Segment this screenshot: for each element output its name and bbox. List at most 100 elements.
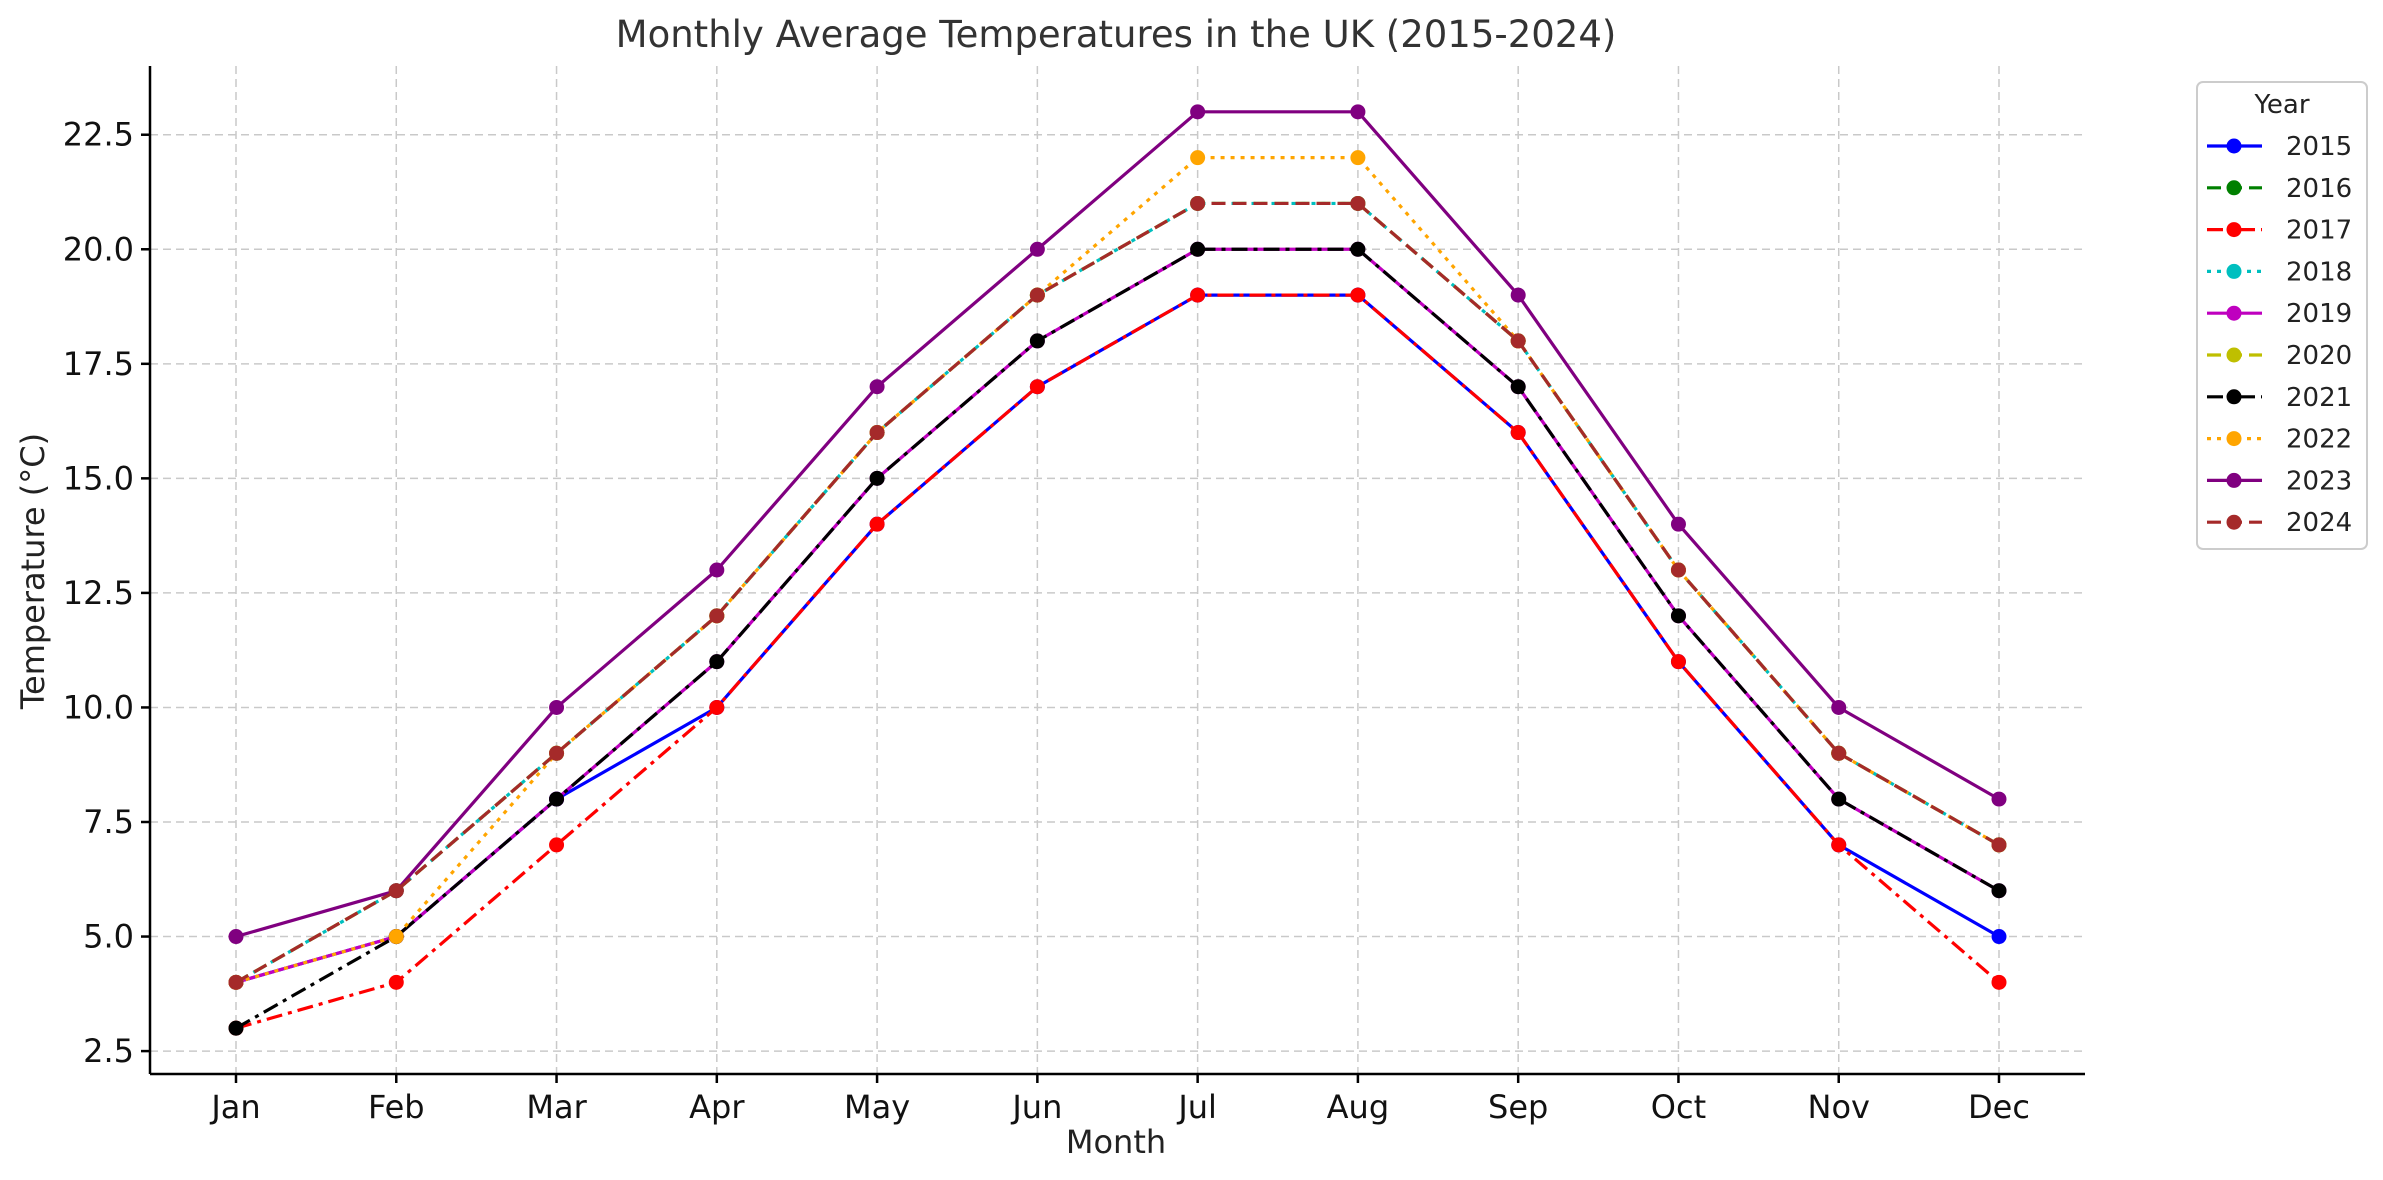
x-tick-label: Jul <box>1176 1088 1217 1126</box>
data-point-2024 <box>1831 745 1847 761</box>
data-point-2024 <box>1670 562 1686 578</box>
data-point-2023 <box>1670 516 1686 532</box>
x-tick-label: Oct <box>1651 1088 1706 1126</box>
legend-marker <box>2226 472 2242 488</box>
data-point-2024 <box>228 974 244 990</box>
series-2017 <box>228 287 2007 1036</box>
x-tick-label: Mar <box>526 1088 587 1126</box>
data-point-2022 <box>1190 150 1206 166</box>
data-point-2024 <box>1991 837 2007 853</box>
data-point-2024 <box>549 745 565 761</box>
legend-label: 2020 <box>2286 341 2352 371</box>
data-point-2017 <box>1510 425 1526 441</box>
chart-title: Monthly Average Temperatures in the UK (… <box>616 13 1617 56</box>
data-point-2017 <box>709 699 725 715</box>
y-tick-label: 10.0 <box>63 688 134 726</box>
data-point-2024 <box>1350 195 1366 211</box>
data-point-2023 <box>228 929 244 945</box>
data-point-2022 <box>1350 150 1366 166</box>
series-2024 <box>228 195 2007 990</box>
legend-item-2016: 2016 <box>2207 174 2352 204</box>
legend: Year 2015 2016 2017 2018 2019 2020 2021 2022 202… <box>2196 81 2368 550</box>
data-point-2017 <box>1350 287 1366 303</box>
legend-marker <box>2226 431 2242 447</box>
legend-item-2021: 2021 <box>2207 383 2352 413</box>
data-point-2017 <box>1991 974 2007 990</box>
x-tick-label: Feb <box>368 1088 425 1126</box>
series-line-2021 <box>235 247 2000 1030</box>
x-axis-label: Month <box>1066 1123 1166 1161</box>
data-point-2021 <box>1831 791 1847 807</box>
legend-item-2018: 2018 <box>2207 257 2352 287</box>
legend-marker <box>2226 180 2242 196</box>
legend-marker <box>2226 305 2242 321</box>
legend-marker <box>2226 222 2242 238</box>
x-tick-label: Aug <box>1327 1088 1389 1126</box>
legend-item-2024: 2024 <box>2207 508 2352 538</box>
series-line-2019 <box>235 247 2000 984</box>
legend-items: 2015 2016 2017 2018 2019 2020 2021 2022 2023 2024 <box>2207 132 2352 538</box>
data-point-2023 <box>1831 699 1847 715</box>
x-tick-label: Apr <box>689 1088 745 1126</box>
data-point-2023 <box>869 379 885 395</box>
y-tick-label: 20.0 <box>63 230 134 268</box>
data-point-2021 <box>869 470 885 486</box>
x-tick-label: Dec <box>1968 1088 2030 1126</box>
series-2023 <box>228 104 2007 945</box>
legend-marker <box>2226 389 2242 405</box>
legend-item-2019: 2019 <box>2207 299 2352 329</box>
data-point-2023 <box>549 699 565 715</box>
data-point-2021 <box>1350 241 1366 257</box>
data-point-2015 <box>1991 929 2007 945</box>
x-tick-label: Nov <box>1808 1088 1870 1126</box>
legend-label: 2015 <box>2286 132 2352 162</box>
legend-label: 2018 <box>2286 257 2352 287</box>
y-tick-label: 12.5 <box>63 574 134 612</box>
data-point-2021 <box>549 791 565 807</box>
y-tick-label: 22.5 <box>63 116 134 154</box>
series-line-2022 <box>235 156 2000 984</box>
legend-item-2020: 2020 <box>2207 341 2352 371</box>
grid <box>150 66 2085 1074</box>
data-point-2023 <box>1029 241 1045 257</box>
y-tick-label: 2.5 <box>83 1032 134 1070</box>
legend-item-2023: 2023 <box>2207 466 2352 496</box>
series-layer <box>228 104 2007 1036</box>
data-point-2023 <box>1510 287 1526 303</box>
legend-frame <box>2196 81 2368 550</box>
data-point-2021 <box>228 1020 244 1036</box>
legend-item-2022: 2022 <box>2207 425 2352 455</box>
y-tick-label: 17.5 <box>63 345 134 383</box>
x-tick-label: Jan <box>209 1088 260 1126</box>
legend-label: 2016 <box>2286 174 2352 204</box>
series-line-2015 <box>235 293 2000 984</box>
data-point-2017 <box>1029 379 1045 395</box>
y-tick-label: 15.0 <box>63 459 134 497</box>
axes: Jan Feb Mar Apr May Jun Jul Aug Sep Oct Nov Dec 2.5 5… <box>63 66 2085 1126</box>
data-point-2021 <box>709 654 725 670</box>
legend-label: 2017 <box>2286 216 2352 246</box>
series-line-2017 <box>235 293 2001 1030</box>
legend-marker <box>2226 138 2242 154</box>
x-tick-label: Jun <box>1010 1088 1062 1126</box>
data-point-2023 <box>1190 104 1206 120</box>
legend-label: 2021 <box>2286 383 2352 413</box>
data-point-2017 <box>549 837 565 853</box>
legend-marker <box>2226 514 2242 530</box>
data-point-2024 <box>1190 195 1206 211</box>
series-2021 <box>228 241 2007 1036</box>
data-point-2023 <box>709 562 725 578</box>
data-point-2017 <box>1190 287 1206 303</box>
series-line-2023 <box>235 110 2000 939</box>
series-2022 <box>228 150 2007 990</box>
data-point-2017 <box>388 974 404 990</box>
data-point-2024 <box>1510 333 1526 349</box>
legend-item-2017: 2017 <box>2207 216 2352 246</box>
data-point-2021 <box>1510 379 1526 395</box>
data-point-2021 <box>1991 883 2007 899</box>
data-point-2021 <box>1190 241 1206 257</box>
data-point-2023 <box>1350 104 1366 120</box>
legend-label: 2023 <box>2286 466 2352 496</box>
legend-label: 2024 <box>2286 508 2352 538</box>
